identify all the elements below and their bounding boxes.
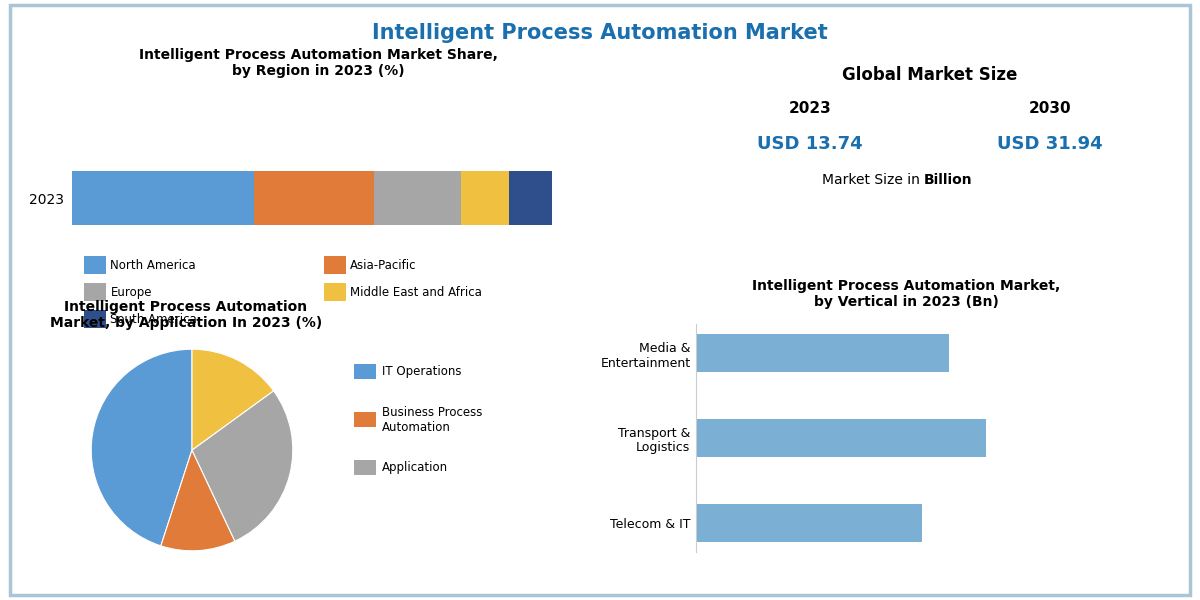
Bar (374, 171, 461, 225)
Text: Intelligent Process Automation Market: Intelligent Process Automation Market (372, 23, 828, 43)
Text: Application: Application (382, 461, 448, 475)
Wedge shape (192, 349, 274, 450)
Text: Middle East and Africa: Middle East and Africa (350, 286, 482, 299)
Text: USD 13.74: USD 13.74 (757, 135, 863, 153)
Text: 2023: 2023 (788, 101, 832, 115)
Bar (509, 171, 552, 225)
Text: Asia-Pacific: Asia-Pacific (350, 259, 416, 272)
Text: North America: North America (110, 259, 196, 272)
Text: Business Process
Automation: Business Process Automation (382, 406, 482, 434)
Wedge shape (192, 391, 293, 541)
Text: IT Operations: IT Operations (382, 365, 461, 379)
Text: Intelligent Process Automation
Market, by Application In 2023 (%): Intelligent Process Automation Market, b… (50, 300, 322, 330)
Bar (254, 171, 374, 225)
Text: South America: South America (110, 313, 197, 326)
Text: 2030: 2030 (1028, 101, 1072, 115)
Text: Market Size in: Market Size in (822, 173, 924, 187)
Text: Billion: Billion (924, 173, 973, 187)
Text: Intelligent Process Automation Market,
by Vertical in 2023 (Bn): Intelligent Process Automation Market, b… (752, 279, 1060, 309)
Bar (72, 171, 254, 225)
Bar (696, 334, 949, 373)
Wedge shape (91, 349, 192, 546)
Text: Global Market Size: Global Market Size (842, 66, 1018, 84)
Bar (696, 419, 985, 457)
Text: USD 31.94: USD 31.94 (997, 135, 1103, 153)
Bar (696, 503, 923, 542)
Bar (461, 171, 509, 225)
Text: Europe: Europe (110, 286, 152, 299)
Text: Intelligent Process Automation Market Share,
by Region in 2023 (%): Intelligent Process Automation Market Sh… (138, 48, 498, 78)
Wedge shape (161, 450, 235, 551)
